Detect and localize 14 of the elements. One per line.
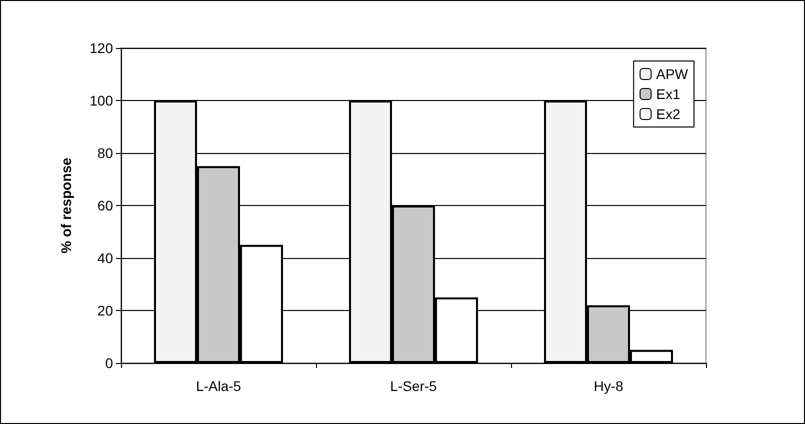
y-tick-label: 40 xyxy=(97,250,114,266)
x-tick-label: L-Ser-5 xyxy=(390,378,438,394)
x-tick-label: Hy-8 xyxy=(594,378,624,394)
y-tick-label: 60 xyxy=(97,198,114,214)
y-tick-label: 0 xyxy=(105,355,114,371)
y-tick-label: 80 xyxy=(97,145,114,161)
y-axis-title: % of response xyxy=(58,157,74,254)
y-tick-label: 20 xyxy=(97,302,114,318)
x-tick-label: L-Ala-5 xyxy=(196,378,242,394)
legend-label: APW xyxy=(656,66,689,82)
legend-label: Ex1 xyxy=(656,86,680,102)
legend-label: Ex2 xyxy=(656,106,680,122)
y-tick-label: 120 xyxy=(90,40,114,56)
y-tick-label: 100 xyxy=(90,92,114,108)
